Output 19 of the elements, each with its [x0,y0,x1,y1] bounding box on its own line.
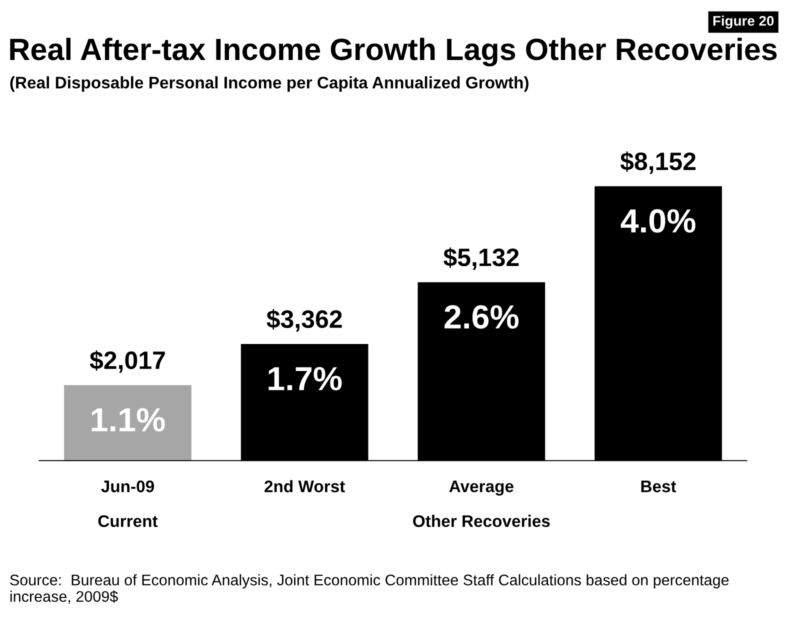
chart-subtitle: (Real Disposable Personal Income per Capita Annualized Growth) [10,76,528,92]
chart-title: Real After-tax Income Growth Lags Other Recoveries [10,38,777,66]
data-label: 4.0% [620,209,696,233]
x-tick-label: Best [641,480,676,492]
x-tick-label: Jun-09 [101,480,154,492]
caption: Figure 20 [713,16,774,29]
bar [64,385,192,461]
annotation: $2,017 [90,350,165,373]
annotation: $3,362 [266,309,342,332]
annotation: $5,132 [444,247,519,270]
x-tick-label: 2nd Worst [264,480,345,492]
data-label: 2.6% [444,305,519,329]
x-tick-label: Average [449,480,514,496]
text: Current [98,515,158,528]
data-label: 1.7% [268,366,342,390]
annotation: $8,152 [620,151,696,174]
data-label: 1.1% [92,408,165,432]
text: Other Recoveries [413,514,550,528]
source-note: Source: Bureau of Economic Analysis, Joint Economic Committee Staff Calculations based on percentage increase, 2009$ [10,574,729,604]
